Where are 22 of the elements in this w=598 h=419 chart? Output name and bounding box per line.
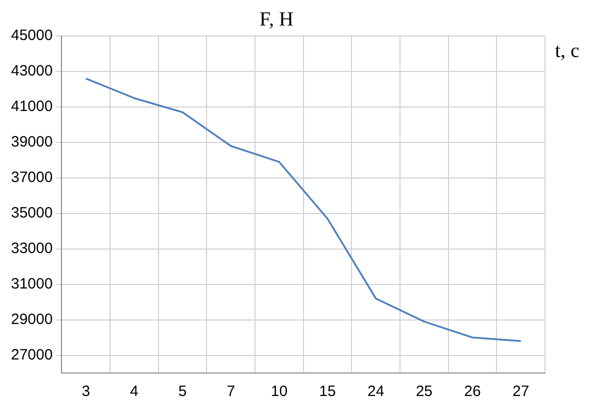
y-tick-label: 43000 [10, 62, 53, 80]
x-tick-label: 24 [368, 383, 384, 400]
y-tick-label: 41000 [10, 98, 53, 116]
y-tick-label: 39000 [10, 134, 53, 151]
chart-title: F, Н [260, 8, 294, 30]
y-tick-label: 29000 [10, 310, 53, 328]
y-tick-label: 45000 [10, 27, 53, 44]
y-tick-label: 31000 [10, 275, 53, 292]
y-tick-label: 33000 [10, 240, 53, 257]
y-tick-label: 35000 [10, 204, 53, 222]
y-tick-label: 27000 [10, 346, 53, 364]
x-tick-label: 26 [464, 383, 481, 400]
y-tick-label: 37000 [10, 169, 53, 186]
x-tick-label: 27 [512, 383, 530, 400]
x-tick-label: 4 [130, 383, 138, 400]
x-tick-label: 25 [416, 383, 433, 400]
x-tick-label: 7 [226, 383, 236, 400]
x-tick-label: 5 [178, 383, 187, 400]
x-axis-title: t, с [555, 39, 580, 64]
x-tick-label: 15 [319, 383, 336, 400]
x-tick-label: 10 [270, 383, 288, 400]
x-tick-label: 3 [82, 383, 90, 400]
